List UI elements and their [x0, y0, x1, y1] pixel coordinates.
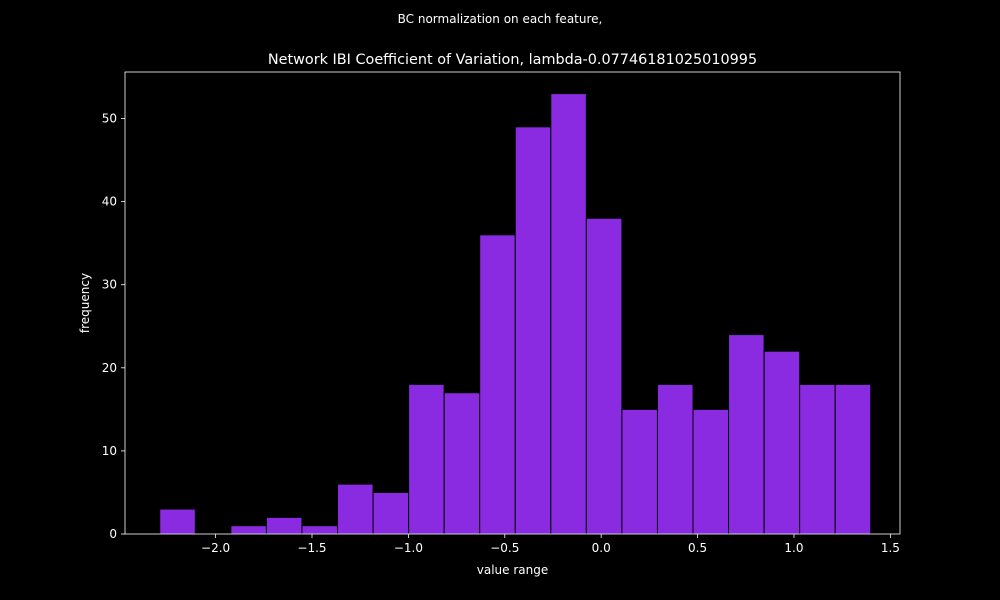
histogram-bar — [372, 491, 410, 535]
histogram-bar — [159, 508, 196, 535]
histogram-bar — [301, 525, 339, 535]
y-tick-label: 40 — [102, 195, 117, 209]
histogram-bar — [479, 234, 516, 535]
chart-suptitle: BC normalization on each feature, — [398, 12, 603, 26]
x-tick-label: 1.0 — [784, 541, 803, 555]
histogram-bar — [621, 408, 658, 535]
x-tick-label: 0.0 — [592, 541, 611, 555]
x-tick-label: 1.5 — [881, 541, 900, 555]
histogram-bar — [728, 334, 765, 535]
histogram-bar — [337, 483, 374, 535]
plot-area-frame — [124, 71, 901, 535]
ticks-group: −2.0 −1.5 −1.0 −0.5 0.0 0.5 1.0 1.5 0 10 20 30 40 50 — [102, 112, 900, 555]
histogram-bar — [763, 350, 801, 535]
histogram-bar — [514, 126, 552, 535]
y-tick-label: 50 — [102, 112, 117, 126]
histogram-bar — [443, 392, 481, 535]
y-tick-label: 30 — [102, 278, 117, 292]
y-tick-label: 0 — [109, 527, 117, 541]
x-tick-label: −1.0 — [394, 541, 423, 555]
x-axis-label: value range — [477, 563, 548, 577]
histogram-bar — [408, 383, 445, 535]
bars-group — [159, 93, 872, 535]
histogram-bar — [550, 93, 587, 535]
chart-title: Network IBI Coefficient of Variation, la… — [268, 52, 757, 68]
histogram-bar — [799, 383, 836, 535]
y-axis-label: frequency — [78, 273, 92, 333]
histogram-bar — [656, 383, 694, 535]
histogram-bar — [692, 408, 730, 535]
x-tick-label: −0.5 — [490, 541, 519, 555]
histogram-bar — [230, 525, 267, 535]
x-tick-label: 0.5 — [688, 541, 707, 555]
y-tick-label: 20 — [102, 361, 117, 375]
histogram-bar — [585, 217, 623, 535]
y-tick-label: 10 — [102, 444, 117, 458]
histogram-bar — [834, 383, 872, 535]
x-tick-label: −1.5 — [297, 541, 326, 555]
histogram-bar — [265, 516, 303, 535]
x-tick-label: −2.0 — [201, 541, 230, 555]
